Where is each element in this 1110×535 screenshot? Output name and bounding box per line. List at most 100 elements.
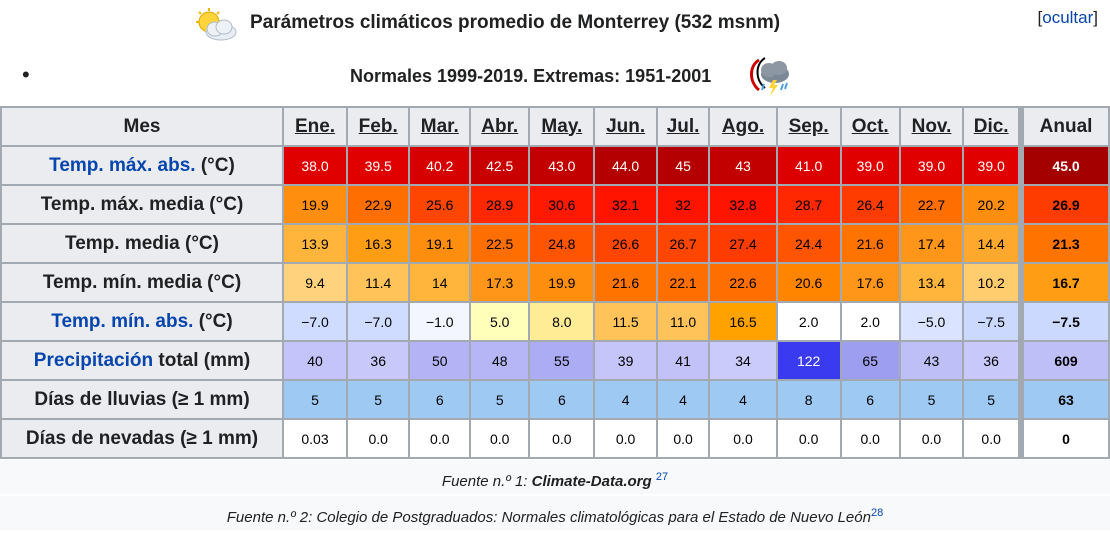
value-cell: 4 <box>595 381 656 418</box>
value-cell: 39.0 <box>900 147 963 184</box>
row-label-link[interactable]: Temp. máx. abs. <box>49 154 196 176</box>
value-cell: 0.0 <box>900 420 963 457</box>
row-label-text: (°C) <box>193 310 233 332</box>
storm-icon <box>750 57 789 96</box>
value-cell: 43.0 <box>530 147 594 184</box>
source-1: Fuente n.º 1: Climate-Data.org 27 <box>0 460 1110 494</box>
value-cell: 0.0 <box>595 420 656 457</box>
row-label: Temp. máx. abs. (°C) <box>2 147 282 184</box>
value-cell: 41 <box>657 342 709 379</box>
row-label-text: Temp. media (°C) <box>65 232 219 254</box>
month-header[interactable]: Ene. <box>284 108 347 145</box>
value-cell: 26.6 <box>595 225 656 262</box>
value-cell: 39.0 <box>841 147 899 184</box>
value-cell: 2.0 <box>841 303 899 340</box>
month-header[interactable]: Feb. <box>348 108 409 145</box>
value-cell: 17.6 <box>841 264 899 301</box>
row-label-text: Temp. mín. media (°C) <box>42 271 242 293</box>
value-cell: 34 <box>710 342 776 379</box>
annual-cell: 63 <box>1020 381 1108 418</box>
value-cell: 21.6 <box>595 264 656 301</box>
annual-cell: 0 <box>1020 420 1108 457</box>
row-label-text: Días de nevadas (≥ 1 mm) <box>25 427 259 449</box>
value-cell: 5 <box>471 381 529 418</box>
row-label: Temp. mín. abs. (°C) <box>2 303 282 340</box>
value-cell: 14.4 <box>964 225 1019 262</box>
value-cell: 19.9 <box>530 264 594 301</box>
value-cell: 0.0 <box>471 420 529 457</box>
value-cell: 4 <box>710 381 776 418</box>
hide-toggle[interactable]: [ocultar] <box>1037 8 1099 27</box>
row-temp-media: Temp. media (°C) 13.9 16.3 19.1 22.5 24.8 26.6… <box>2 225 1108 262</box>
source-2-ref[interactable]: 28 <box>870 507 884 519</box>
value-cell: 0.0 <box>710 420 776 457</box>
value-cell: 4 <box>657 381 709 418</box>
table-body: Temp. máx. abs. (°C) 38.0 39.5 40.2 42.5 43.0… <box>2 147 1108 457</box>
value-cell: 11.4 <box>348 264 409 301</box>
row-label-text: Temp. máx. media (°C) <box>40 193 244 215</box>
month-header[interactable]: Jun. <box>595 108 656 145</box>
row-temp-max-abs: Temp. máx. abs. (°C) 38.0 39.5 40.2 42.5 43.0… <box>2 147 1108 184</box>
header-row: Mes Ene. Feb. Mar. Abr. May. Jun. Jul. A… <box>2 108 1108 145</box>
month-header[interactable]: Nov. <box>900 108 963 145</box>
value-cell: 43 <box>710 147 776 184</box>
value-cell: 25.6 <box>410 186 470 223</box>
value-cell: 22.7 <box>900 186 963 223</box>
value-cell: 0.0 <box>530 420 594 457</box>
value-cell: 28.7 <box>777 186 840 223</box>
value-cell: 9.4 <box>284 264 347 301</box>
value-cell: 6 <box>410 381 470 418</box>
caption-row: Parámetros climáticos promedio de Monter… <box>0 0 1110 52</box>
source-1-ref[interactable]: 27 <box>655 471 669 483</box>
value-cell: 11.0 <box>657 303 709 340</box>
row-temp-max-media: Temp. máx. media (°C) 19.9 22.9 25.6 28.9 30.… <box>2 186 1108 223</box>
value-cell: 22.6 <box>710 264 776 301</box>
value-cell: 2.0 <box>777 303 840 340</box>
row-label: Temp. media (°C) <box>2 225 282 262</box>
value-cell: 41.0 <box>777 147 840 184</box>
month-header[interactable]: May. <box>530 108 594 145</box>
source-1-prefix: Fuente n.º 1: <box>441 473 532 490</box>
month-header[interactable]: Mar. <box>410 108 470 145</box>
value-cell: 16.3 <box>348 225 409 262</box>
month-header[interactable]: Jul. <box>657 108 709 145</box>
value-cell: 39.5 <box>348 147 409 184</box>
value-cell: 0.03 <box>284 420 347 457</box>
value-cell: 11.5 <box>595 303 656 340</box>
value-cell: 19.1 <box>410 225 470 262</box>
row-dias-nevadas: Días de nevadas (≥ 1 mm) 0.03 0.0 0.0 0.0 0.0… <box>2 420 1108 457</box>
value-cell: 13.4 <box>900 264 963 301</box>
value-cell: 40.2 <box>410 147 470 184</box>
value-cell: 5.0 <box>471 303 529 340</box>
value-cell: −7.0 <box>284 303 347 340</box>
value-cell: 45 <box>657 147 709 184</box>
row-label-link[interactable]: Temp. mín. abs. <box>51 310 194 332</box>
value-cell: 21.6 <box>841 225 899 262</box>
subtitle-row: • Normales 1999-2019. Extremas: 1951-200… <box>0 56 1110 102</box>
value-cell: 43 <box>900 342 963 379</box>
value-cell: 17.4 <box>900 225 963 262</box>
month-header[interactable]: Abr. <box>471 108 529 145</box>
source-1-name[interactable]: Climate-Data.org <box>531 473 652 490</box>
value-cell: 32 <box>657 186 709 223</box>
corner-cell: Mes <box>2 108 282 145</box>
value-cell: 5 <box>964 381 1019 418</box>
value-cell: 39.0 <box>964 147 1019 184</box>
month-header[interactable]: Oct. <box>841 108 899 145</box>
value-cell: 6 <box>841 381 899 418</box>
value-cell: 42.5 <box>471 147 529 184</box>
value-cell: −5.0 <box>900 303 963 340</box>
value-cell: 39 <box>595 342 656 379</box>
value-cell: 19.9 <box>284 186 347 223</box>
month-header[interactable]: Dic. <box>964 108 1019 145</box>
row-label: Temp. mín. media (°C) <box>2 264 282 301</box>
value-cell: 26.4 <box>841 186 899 223</box>
value-cell: 24.4 <box>777 225 840 262</box>
row-temp-min-media: Temp. mín. media (°C) 9.4 11.4 14 17.3 19.9 21… <box>2 264 1108 301</box>
month-header[interactable]: Ago. <box>710 108 776 145</box>
hide-link[interactable]: ocultar <box>1042 8 1094 27</box>
month-header[interactable]: Sep. <box>777 108 840 145</box>
annual-cell: 45.0 <box>1020 147 1108 184</box>
row-label-link[interactable]: Precipitación <box>33 349 154 371</box>
value-cell: 13.9 <box>284 225 347 262</box>
